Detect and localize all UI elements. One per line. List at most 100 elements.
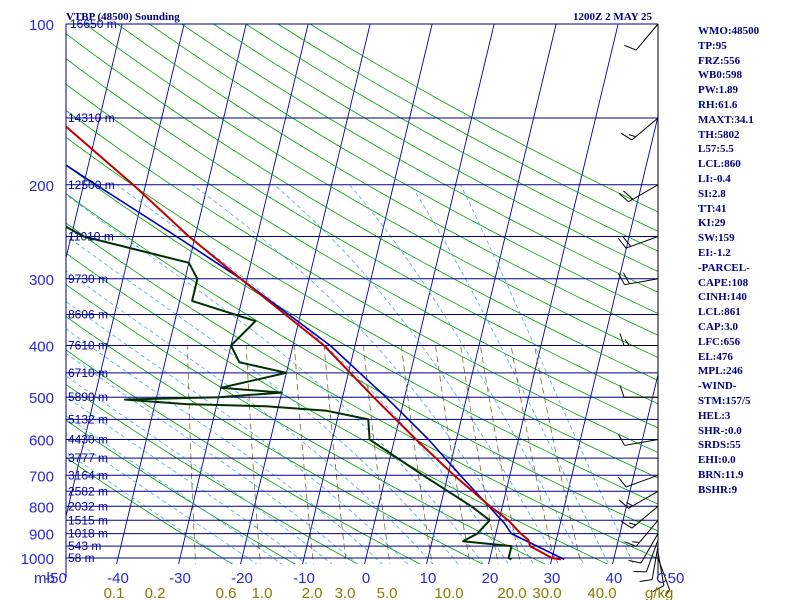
mixing-ratio-line	[401, 345, 433, 564]
wind-barb-feather	[632, 541, 640, 544]
wind-barb	[618, 272, 659, 286]
height-label: 3777 m	[68, 451, 108, 465]
height-label: 8606 m	[68, 308, 108, 322]
mixing-ratio-tick-label: 0.6	[216, 585, 237, 600]
mixing-ratio-line	[460, 345, 499, 564]
height-label: 6710 m	[68, 366, 108, 380]
isotherm-line	[426, 24, 557, 564]
mixing-ratio-unit-label: g/kg	[645, 585, 673, 600]
index-item: TT:41	[698, 202, 727, 215]
index-item: LCL:861	[698, 306, 741, 319]
sounding-profiles	[66, 125, 565, 561]
mixing-ratio-line	[510, 345, 556, 564]
height-label: 1018 m	[68, 527, 108, 541]
wind-barb-feather	[628, 134, 636, 138]
mixing-ratio-line	[363, 345, 391, 564]
index-item: CAPE:108	[698, 276, 749, 289]
temperature-tick-label: -40	[107, 570, 129, 587]
wind-barb	[633, 539, 659, 573]
wind-barb-staff	[625, 474, 659, 488]
dry-adiabat-line	[66, 193, 658, 532]
dry-adiabat-line	[117, 24, 658, 336]
moist-adiabat-line	[410, 184, 610, 564]
height-label: 12500 m	[68, 178, 115, 192]
mixing-ratio-tick-label: 2.0	[302, 585, 323, 600]
index-item: FRZ:556	[698, 54, 741, 67]
mixing-ratio-line	[187, 345, 197, 564]
index-item: WB0:598	[698, 69, 742, 82]
dry-adiabat-line	[66, 58, 658, 405]
index-item: BRN:11.9	[698, 468, 744, 481]
pressure-tick-label: 100	[29, 17, 54, 34]
wind-barb-staff	[624, 439, 659, 446]
wind-barb-staff	[631, 505, 659, 529]
index-item: HEL:3	[698, 409, 731, 422]
index-item: MPL:246	[698, 365, 743, 378]
wind-barb-feather	[628, 559, 642, 564]
dewpoint-profile-line	[66, 225, 513, 561]
moist-adiabat-line	[349, 184, 585, 564]
height-label: 5132 m	[68, 412, 108, 426]
moist-adiabat-line	[66, 301, 409, 564]
wind-barb-staff	[657, 552, 665, 586]
index-item: TP:95	[698, 39, 727, 52]
wind-barbs	[617, 23, 671, 597]
wind-barb-feather	[617, 476, 627, 488]
height-label: 9730 m	[68, 272, 108, 286]
dry-adiabat-line	[66, 384, 359, 564]
height-label: 14310 m	[68, 111, 115, 125]
moist-adiabat-line	[66, 234, 459, 564]
index-item: EL:476	[698, 350, 733, 363]
index-item: LFC:656	[698, 335, 741, 348]
height-label: 2582 m	[68, 484, 108, 498]
isobar-lines	[65, 23, 659, 578]
isotherm-line	[116, 24, 247, 564]
pressure-tick-label: 800	[29, 499, 54, 516]
pressure-tick-label: 400	[29, 339, 54, 356]
wind-barb-feather	[618, 434, 625, 446]
wind-barb-staff	[624, 278, 659, 286]
mixing-ratio-tick-label: 5.0	[377, 585, 398, 600]
isotherm-line	[364, 24, 495, 564]
wind-barb	[652, 552, 665, 593]
index-item: KI:29	[698, 217, 726, 230]
parcel-path-line	[66, 164, 565, 561]
moist-adiabat-line	[66, 395, 308, 564]
dry-adiabat-line	[66, 33, 658, 381]
index-item: SRDS:55	[698, 439, 741, 452]
pressure-unit-label: mb	[34, 570, 55, 587]
index-item: CAP:3.0	[698, 320, 739, 333]
temperature-tick-label: -50	[45, 570, 67, 587]
moist-adiabat-line	[66, 328, 383, 564]
wind-barb-staff	[635, 23, 659, 51]
isotherm-line	[178, 24, 309, 564]
wind-barb-feather	[623, 190, 634, 200]
station-title: VTBP (48500) Sounding	[66, 11, 180, 23]
mixing-ratio-tick-label: 0.1	[104, 585, 125, 600]
index-item: LCL:860	[698, 158, 741, 171]
wind-barb-feather	[628, 522, 636, 526]
isotherm-line	[612, 372, 658, 564]
wind-barb	[639, 546, 659, 582]
temperature-tick-label: -30	[169, 570, 191, 587]
temperature-tick-label: 10	[420, 570, 437, 587]
wind-barb	[617, 474, 659, 488]
temperature-unit-label: C	[656, 570, 667, 587]
height-label: 1515 m	[68, 513, 108, 527]
background-grid	[66, 24, 658, 564]
mixing-ratio-tick-label: 30.0	[532, 585, 561, 600]
mixing-ratio-tick-label: 0.2	[145, 585, 166, 600]
temperature-tick-label: -20	[231, 570, 253, 587]
dry-adiabat-line	[66, 316, 484, 564]
moist-adiabat-line	[66, 194, 484, 564]
moist-adiabat-line	[66, 375, 333, 564]
dry-adiabat-line	[245, 24, 658, 252]
mixing-ratio-line	[480, 345, 521, 564]
wind-barb	[618, 490, 659, 509]
wind-barb-feather	[639, 579, 653, 582]
dry-adiabat-line	[66, 164, 658, 505]
height-label: 58 m	[68, 551, 95, 565]
